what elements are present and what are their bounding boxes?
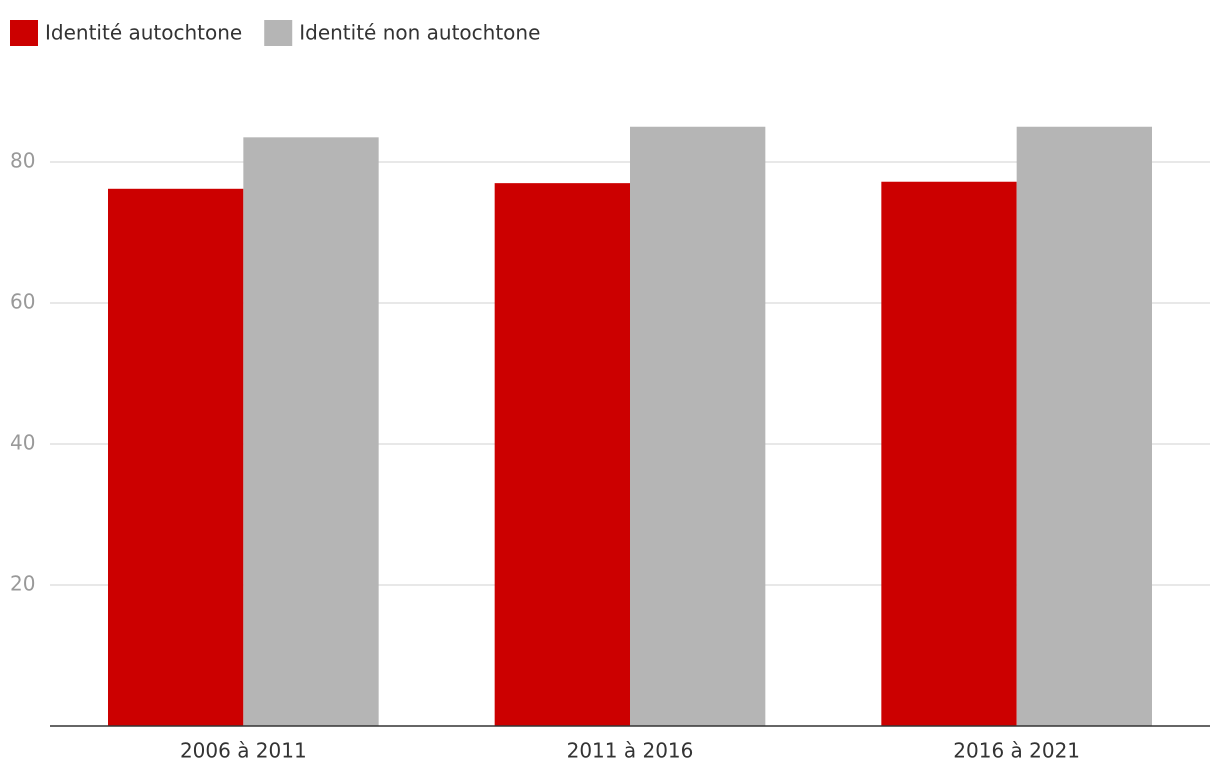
legend-swatch [10, 20, 38, 46]
y-tick-label: 60 [10, 290, 35, 314]
x-tick-label: 2011 à 2016 [567, 739, 694, 763]
bar [108, 188, 244, 727]
legend-label: Identité autochtone [45, 21, 242, 45]
y-tick-label: 40 [10, 431, 35, 455]
legend-swatch [264, 20, 293, 46]
y-tick-label: 80 [10, 149, 35, 173]
x-tick-label: 2016 à 2021 [953, 739, 1080, 763]
legend-label: Identité non autochtone [299, 21, 540, 45]
bar [881, 181, 1017, 727]
bar [243, 137, 379, 726]
x-tick-label: 2006 à 2011 [180, 739, 307, 763]
bar [1016, 126, 1152, 726]
y-tick-label: 20 [10, 572, 35, 596]
bar [630, 126, 766, 726]
bar [494, 183, 630, 726]
